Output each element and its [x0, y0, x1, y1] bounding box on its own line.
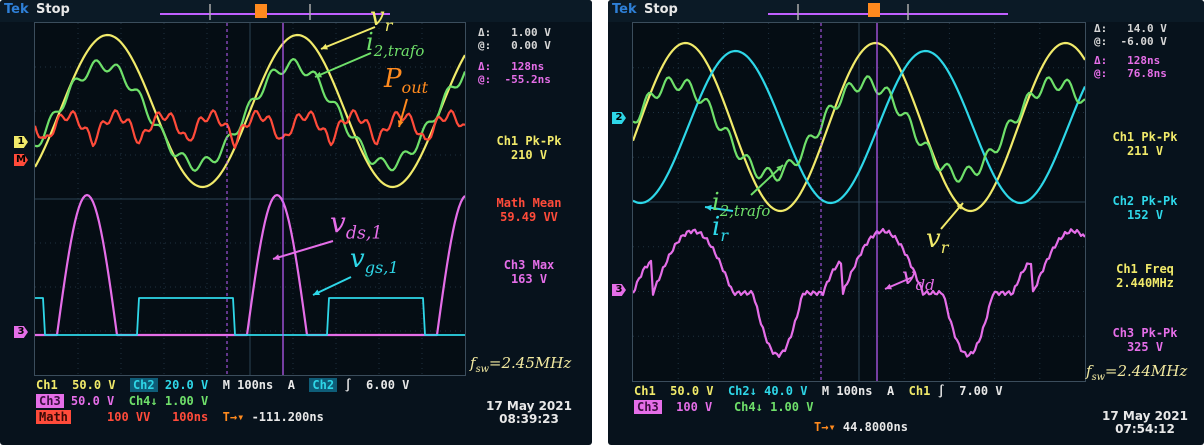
- measurement-ch1-pkpk: Ch1 Pk-Pk 210 V: [496, 134, 562, 162]
- switching-frequency-label: fsw=2.45MHz: [470, 354, 572, 375]
- label-vr: vr: [370, 2, 393, 36]
- cursor-delta-voltage: Δ: 14.0 V @: -6.00 V: [1094, 22, 1167, 48]
- arrow-i2-head: [315, 71, 322, 78]
- measurement-ch1-pkpk: Ch1 Pk-Pk 211 V: [1112, 130, 1178, 158]
- bottom-settings-row3: T→▾ 44.8000ns: [814, 420, 908, 434]
- trace-math-pout: [35, 109, 465, 149]
- measurement-math-mean: Math Mean 59.49 VV: [496, 196, 562, 224]
- label-vds1: vds,1: [330, 206, 383, 244]
- trace-ch1-vr: [35, 33, 465, 189]
- arrow-ir-head: [705, 204, 712, 211]
- brand-logo: Tek: [612, 2, 637, 17]
- bottom-settings-row2: Ch3 50.0 V Ch4↓ 1.00 V: [36, 394, 208, 408]
- cursor-delta-voltage: Δ: 1.00 V @: 0.00 V: [478, 26, 551, 52]
- waveform-display[interactable]: [34, 22, 466, 376]
- acquisition-state: Stop: [644, 2, 678, 17]
- measurement-ch2-pkpk: Ch2 Pk-Pk 152 V: [1112, 194, 1178, 222]
- label-i2-trafo: i2,trafo: [366, 28, 425, 60]
- measurement-ch3-max: Ch3 Max 163 V: [503, 258, 555, 286]
- label-i2-trafo: i2,trafo: [712, 188, 771, 220]
- trace-ch1-vr: [633, 41, 1085, 213]
- label-ir: ir: [712, 212, 729, 246]
- scope-left: Tek Stop 1 M 3 Δ: 1.00 V @: 0.00 V Δ: 12…: [0, 0, 592, 445]
- scope-right: Tek Stop 2 3 Δ: 14.0 V @: -6.00 V Δ: 128…: [608, 0, 1204, 445]
- trace-ch4-i2: [633, 75, 1085, 183]
- bottom-settings-row3: Math 100 VV 100ns T→▾ -111.200ns: [36, 410, 324, 424]
- arrow-vr-head: [956, 203, 963, 210]
- trace-ch2-ir: [633, 49, 1085, 205]
- trace-ch4-i2: [35, 58, 465, 172]
- bottom-settings-row1: Ch1 50.0 V Ch2 20.0 V M 100ns A Ch2 ∫ 6.…: [36, 378, 410, 392]
- bottom-settings-row1: Ch1 50.0 V Ch2↓ 40.0 V M 100ns A Ch1 ∫ 7…: [634, 384, 1003, 398]
- ch3-ground-marker[interactable]: 3: [612, 284, 626, 296]
- acquisition-state: Stop: [36, 2, 70, 17]
- bottom-settings-row2: Ch3 100 V Ch4↓ 1.00 V: [634, 400, 813, 414]
- arrow-vgs-head: [313, 289, 320, 296]
- arrow-vr-head: [321, 43, 328, 50]
- top-status-bar: Tek Stop: [0, 0, 592, 22]
- arrow-vr: [320, 26, 376, 50]
- measurement-ch3-pkpk: Ch3 Pk-Pk 325 V: [1112, 326, 1178, 354]
- measurement-ch1-freq: Ch1 Freq 2.440MHz: [1116, 262, 1174, 290]
- ch3-ground-marker[interactable]: 3: [14, 326, 28, 338]
- arrow-pout-head: [397, 120, 404, 127]
- arrow-i2: [750, 164, 784, 196]
- arrow-i2: [314, 52, 372, 78]
- ch1-ground-marker[interactable]: 1: [14, 136, 28, 148]
- timestamp: 17 May 2021 07:54:12: [1102, 409, 1188, 436]
- arrow-vds: [272, 240, 334, 260]
- arrow-i2-head: [776, 165, 783, 172]
- cursor-delta-time: Δ: 128ns @: -55.2ns: [478, 60, 551, 86]
- label-vdd: vdd: [902, 262, 935, 294]
- switching-frequency-label: fsw=2.44MHz: [1086, 362, 1188, 383]
- trace-ch2-vgs: [35, 297, 465, 336]
- cursor-delta-time: Δ: 128ns @: 76.8ns: [1094, 54, 1167, 80]
- top-status-bar: Tek Stop: [608, 0, 1204, 22]
- waveform-canvas: [35, 23, 465, 375]
- waveform-canvas: [633, 23, 1085, 381]
- record-bar-icon: [160, 4, 390, 20]
- timestamp: 17 May 2021 08:39:23: [486, 399, 572, 426]
- record-bar-icon: [768, 3, 1008, 20]
- arrow-vds-head: [273, 254, 280, 261]
- trace-ch3-vdd: [633, 228, 1085, 358]
- label-vgs1: vgs,1: [350, 244, 399, 278]
- arrow-vdd-head: [885, 283, 892, 290]
- ch2-ground-marker[interactable]: 2: [612, 112, 626, 124]
- trace-ch3-vds: [35, 193, 465, 337]
- brand-logo: Tek: [4, 2, 29, 17]
- arrow-vgs: [312, 276, 352, 296]
- label-vr: vr: [926, 224, 949, 258]
- label-pout: Pout: [384, 64, 429, 98]
- math-ground-marker[interactable]: M: [14, 154, 28, 166]
- waveform-display[interactable]: [632, 22, 1086, 382]
